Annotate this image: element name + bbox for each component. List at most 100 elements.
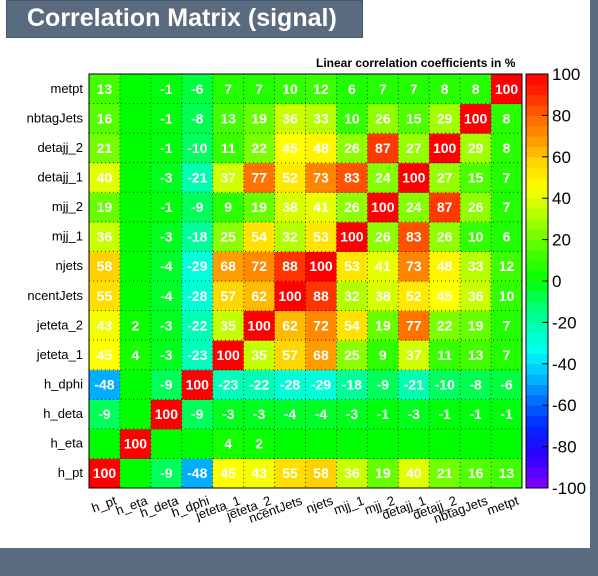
cell-value-label: 100	[402, 170, 426, 186]
cell-value-label: 40	[97, 170, 113, 186]
cell-value-label: 73	[406, 258, 422, 274]
cell-value-label: 11	[221, 140, 236, 156]
cell-value-label: 10	[282, 81, 298, 97]
heatmap-cell	[181, 162, 214, 193]
colorbar-tick-label: -80	[552, 438, 577, 457]
cell-value-label: 15	[406, 110, 422, 126]
cell-value-label: 45	[437, 288, 453, 304]
heatmap-cell	[243, 133, 276, 164]
title-box: Correlation Matrix (signal)	[6, 0, 363, 38]
heatmap-cell	[212, 103, 245, 134]
heatmap-cell	[212, 310, 245, 341]
colorbar-segment	[526, 405, 548, 417]
heatmap-cell	[212, 192, 245, 223]
cell-value-label: -9	[377, 377, 390, 393]
heatmap-cell	[212, 251, 245, 282]
cell-value-label: 54	[344, 317, 360, 333]
heatmap-cell	[429, 458, 461, 489]
cell-value-label: -1	[469, 406, 482, 422]
colorbar-tick-label: -100	[552, 479, 586, 498]
heatmap-cell	[243, 310, 276, 341]
colorbar-segment	[526, 218, 548, 230]
heatmap-cell	[460, 192, 492, 223]
heatmap-cell	[181, 133, 214, 164]
heatmap-cell	[367, 310, 399, 341]
cell-value-label: 62	[282, 317, 298, 333]
heatmap-cell	[491, 281, 523, 312]
colorbar-segment	[526, 477, 548, 489]
heatmap-cell	[336, 369, 368, 400]
y-axis-label: jeteta_1	[36, 347, 83, 362]
plot-frame	[88, 73, 523, 489]
heatmap-cell	[429, 369, 461, 400]
cell-value-label: 54	[251, 229, 267, 245]
heatmap-cell	[181, 103, 214, 134]
cell-value-label: 16	[468, 465, 484, 481]
colorbar-segment	[526, 208, 548, 220]
cell-value-label: 53	[313, 229, 329, 245]
heatmap-cell	[181, 221, 214, 252]
cell-value-label: 9	[379, 347, 387, 363]
heatmap-cell	[305, 221, 337, 252]
heatmap-cell	[274, 281, 306, 312]
cell-value-label: 8	[441, 81, 449, 97]
cell-value-label: 72	[251, 258, 267, 274]
colorbar-segment	[526, 394, 548, 406]
heatmap-cell	[274, 399, 306, 430]
heatmap-cell	[398, 162, 430, 193]
cell-value-label: 33	[468, 258, 484, 274]
heatmap-cell	[305, 281, 337, 312]
heatmap-cell	[119, 192, 152, 223]
cell-value-label: 48	[313, 140, 329, 156]
y-axis-label: metpt	[50, 81, 83, 96]
heatmap-cell	[89, 74, 121, 105]
heatmap-cell	[367, 133, 399, 164]
colorbar-segment	[526, 167, 548, 178]
cell-value-label: 100	[124, 436, 148, 452]
cell-value-label: 13	[468, 347, 484, 363]
heatmap-cell	[243, 399, 276, 430]
heatmap-cell	[150, 281, 183, 312]
heatmap-cell	[274, 428, 306, 459]
cell-value-label: 88	[313, 288, 329, 304]
heatmap-cell	[119, 251, 152, 282]
cell-value-label: 10	[468, 229, 484, 245]
heatmap-cell	[460, 74, 492, 105]
heatmap-cell	[367, 192, 399, 223]
cell-value-label: 52	[282, 170, 298, 186]
cell-value-label: 68	[313, 347, 329, 363]
cell-value-label: -3	[160, 170, 173, 186]
heatmap-cell	[274, 340, 306, 371]
cell-value-label: 29	[468, 140, 484, 156]
heatmap-cell	[305, 251, 337, 282]
heatmap-cell	[119, 221, 152, 252]
colorbar-segment	[526, 115, 548, 127]
cell-value-label: 83	[406, 229, 422, 245]
cell-value-label: 25	[344, 347, 360, 363]
heatmap-cell	[89, 162, 121, 193]
cell-value-label: 10	[499, 288, 515, 304]
colorbar-segment	[526, 456, 548, 468]
cell-value-label: -1	[500, 406, 513, 422]
heatmap-cell	[460, 133, 492, 164]
heatmap-cell	[491, 192, 523, 223]
cell-value-label: 36	[282, 110, 298, 126]
heatmap-cell	[150, 133, 183, 164]
cell-value-label: 100	[340, 229, 364, 245]
heatmap-cell	[119, 281, 152, 312]
cell-value-label: -28	[187, 288, 207, 304]
colorbar-segment	[526, 74, 548, 85]
colorbar-segment	[526, 198, 548, 210]
heatmap-cell	[274, 310, 306, 341]
cell-value-label: -18	[342, 377, 362, 393]
colorbar-segment	[526, 343, 548, 354]
cell-value-label: -10	[435, 377, 455, 393]
cell-value-label: 29	[437, 110, 453, 126]
heatmap-cell	[398, 221, 430, 252]
cell-value-label: 26	[344, 140, 360, 156]
heatmap-cell	[491, 399, 523, 430]
cell-value-label: 57	[282, 347, 298, 363]
x-axis-label: metpt	[485, 493, 521, 518]
cell-value-label: 100	[247, 317, 271, 333]
colorbar-segment	[526, 105, 548, 116]
